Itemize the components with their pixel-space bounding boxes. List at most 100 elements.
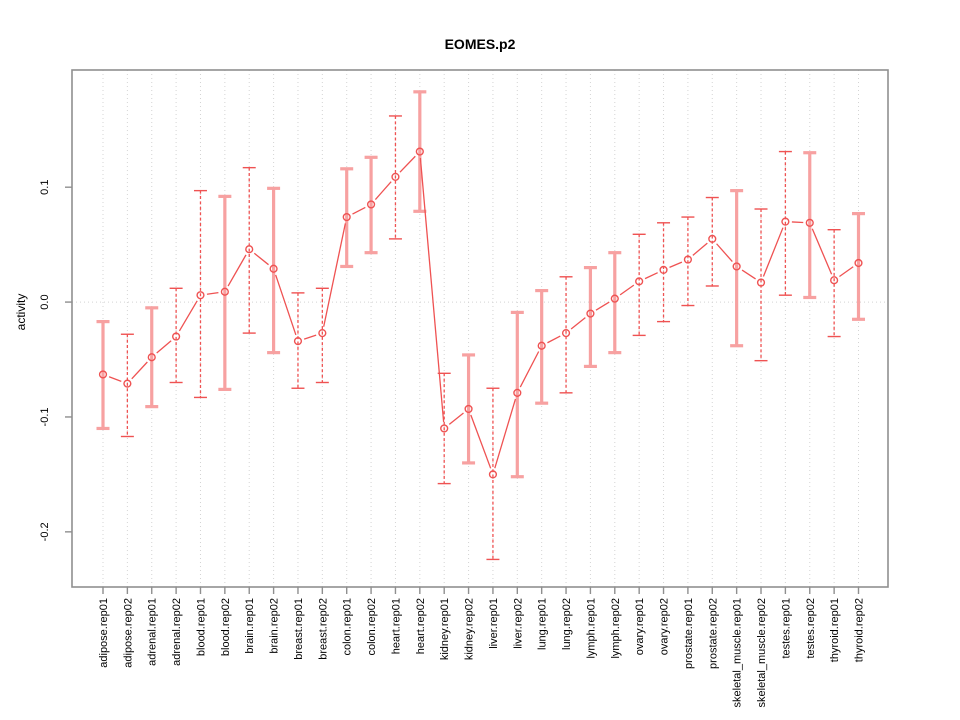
series-line-segment [470, 414, 492, 469]
series-line-segment [178, 300, 198, 332]
series-line-segment [716, 243, 733, 263]
x-tick-label: liver.rep01 [488, 598, 500, 649]
data-point-marker [635, 277, 644, 286]
x-tick-label: prostate.rep01 [683, 598, 695, 669]
data-point-marker [488, 470, 498, 479]
data-point-marker [659, 265, 668, 275]
x-tick-label: kidney.rep01 [439, 598, 451, 660]
data-point-marker [415, 147, 424, 156]
series-line-segment [303, 334, 317, 340]
series-line-segment [811, 228, 833, 275]
data-point-marker [342, 212, 351, 222]
x-tick-label: lymph.rep02 [610, 598, 622, 659]
series-line [108, 155, 854, 469]
data-point-marker [708, 234, 717, 243]
x-tick-label: breast.rep02 [317, 598, 329, 660]
series-line-segment [741, 269, 756, 280]
x-tick-label: adipose.rep02 [122, 598, 134, 668]
data-point-marker [391, 172, 400, 181]
series-line-segment [570, 317, 586, 330]
series-line-segment [547, 335, 561, 344]
data-point-marker [561, 328, 571, 338]
x-tick-label: heart.rep01 [390, 598, 402, 654]
x-tick-label: heart.rep02 [415, 598, 427, 654]
data-point-marker [147, 353, 156, 362]
data-point-marker [293, 337, 303, 346]
data-point-marker [98, 370, 108, 379]
series-line-segment [448, 412, 464, 425]
series-line-segment [644, 272, 658, 280]
series-line-segment [156, 340, 172, 354]
x-tick-label: skeletal_muscle.rep01 [732, 598, 744, 707]
data-point-marker [854, 258, 863, 268]
y-tick-label: 0.1 [39, 180, 51, 195]
data-point-marker [805, 218, 814, 227]
series-line-segment [419, 157, 445, 423]
data-point-marker [756, 278, 766, 287]
series-line-segment [762, 227, 784, 277]
data-point-marker [318, 328, 327, 338]
x-tick-label: adrenal.rep02 [171, 598, 183, 666]
data-point-marker [269, 264, 278, 273]
x-tick-label: lung.rep02 [561, 598, 573, 650]
series-line-segment [206, 292, 219, 295]
series-line-segment [669, 261, 683, 268]
data-point-marker [830, 276, 839, 285]
data-point-marker [537, 341, 546, 350]
series-line-segment [619, 284, 635, 296]
x-tick-label: colon.rep01 [342, 598, 354, 656]
data-point-marker [196, 291, 205, 300]
gridlines [72, 70, 888, 587]
data-point-markers [98, 147, 863, 479]
series-line-segment [839, 266, 854, 278]
data-point-marker [683, 255, 693, 264]
data-point-marker [610, 294, 619, 303]
x-tick-label: adrenal.rep01 [147, 598, 159, 666]
x-tick-label: prostate.rep02 [707, 598, 719, 669]
data-point-marker [366, 200, 376, 209]
series-line-segment [791, 221, 804, 224]
series-line-segment [692, 242, 708, 256]
x-tick-label: thyroid.rep02 [854, 598, 866, 662]
x-tick-label: blood.rep01 [195, 598, 207, 656]
series-line-segment [519, 351, 540, 388]
x-tick-label: kidney.rep02 [464, 598, 476, 660]
series-line-segment [131, 361, 148, 380]
y-tick-label: 0.0 [39, 294, 51, 309]
x-tick-label: brain.rep02 [269, 598, 281, 654]
x-tick-label: lung.rep01 [537, 598, 549, 650]
series-line-segment [253, 252, 269, 266]
y-tick-label: -0.2 [39, 522, 51, 541]
series-line-segment [494, 398, 517, 469]
x-tick-label: skeletal_muscle.rep02 [756, 598, 768, 707]
x-tick-label: breast.rep01 [293, 598, 305, 660]
x-tick-label: testes.rep01 [780, 598, 792, 659]
series-line-segment [227, 254, 247, 287]
series-line-segment [374, 181, 392, 200]
series-line-segment [399, 155, 416, 173]
x-tick-label: liver.rep02 [512, 598, 524, 649]
series-line-segment [108, 376, 122, 382]
x-tick-label: ovary.rep02 [659, 598, 671, 655]
plot-frame [71, 69, 889, 588]
data-point-marker [513, 388, 522, 397]
data-point-marker [123, 379, 132, 388]
chart-title: EOMES.p2 [444, 36, 516, 52]
series-line-segment [323, 223, 347, 327]
data-point-marker [220, 287, 229, 296]
series-line-segment [275, 274, 297, 336]
x-tick-label: blood.rep02 [220, 598, 232, 656]
error-bars [96, 90, 865, 561]
x-axis: adipose.rep01 adipose.rep02 adrenal.rep01 a… [98, 587, 866, 707]
x-tick-label: colon.rep02 [366, 598, 378, 656]
series-line-segment [595, 301, 610, 311]
x-tick-label: testes.rep02 [805, 598, 817, 659]
data-point-marker [440, 424, 449, 433]
x-tick-label: brain.rep01 [244, 598, 256, 654]
x-tick-label: adipose.rep01 [98, 598, 110, 668]
y-tick-label: -0.1 [39, 407, 51, 426]
data-point-marker [732, 262, 741, 271]
series-line-segment [352, 206, 366, 215]
